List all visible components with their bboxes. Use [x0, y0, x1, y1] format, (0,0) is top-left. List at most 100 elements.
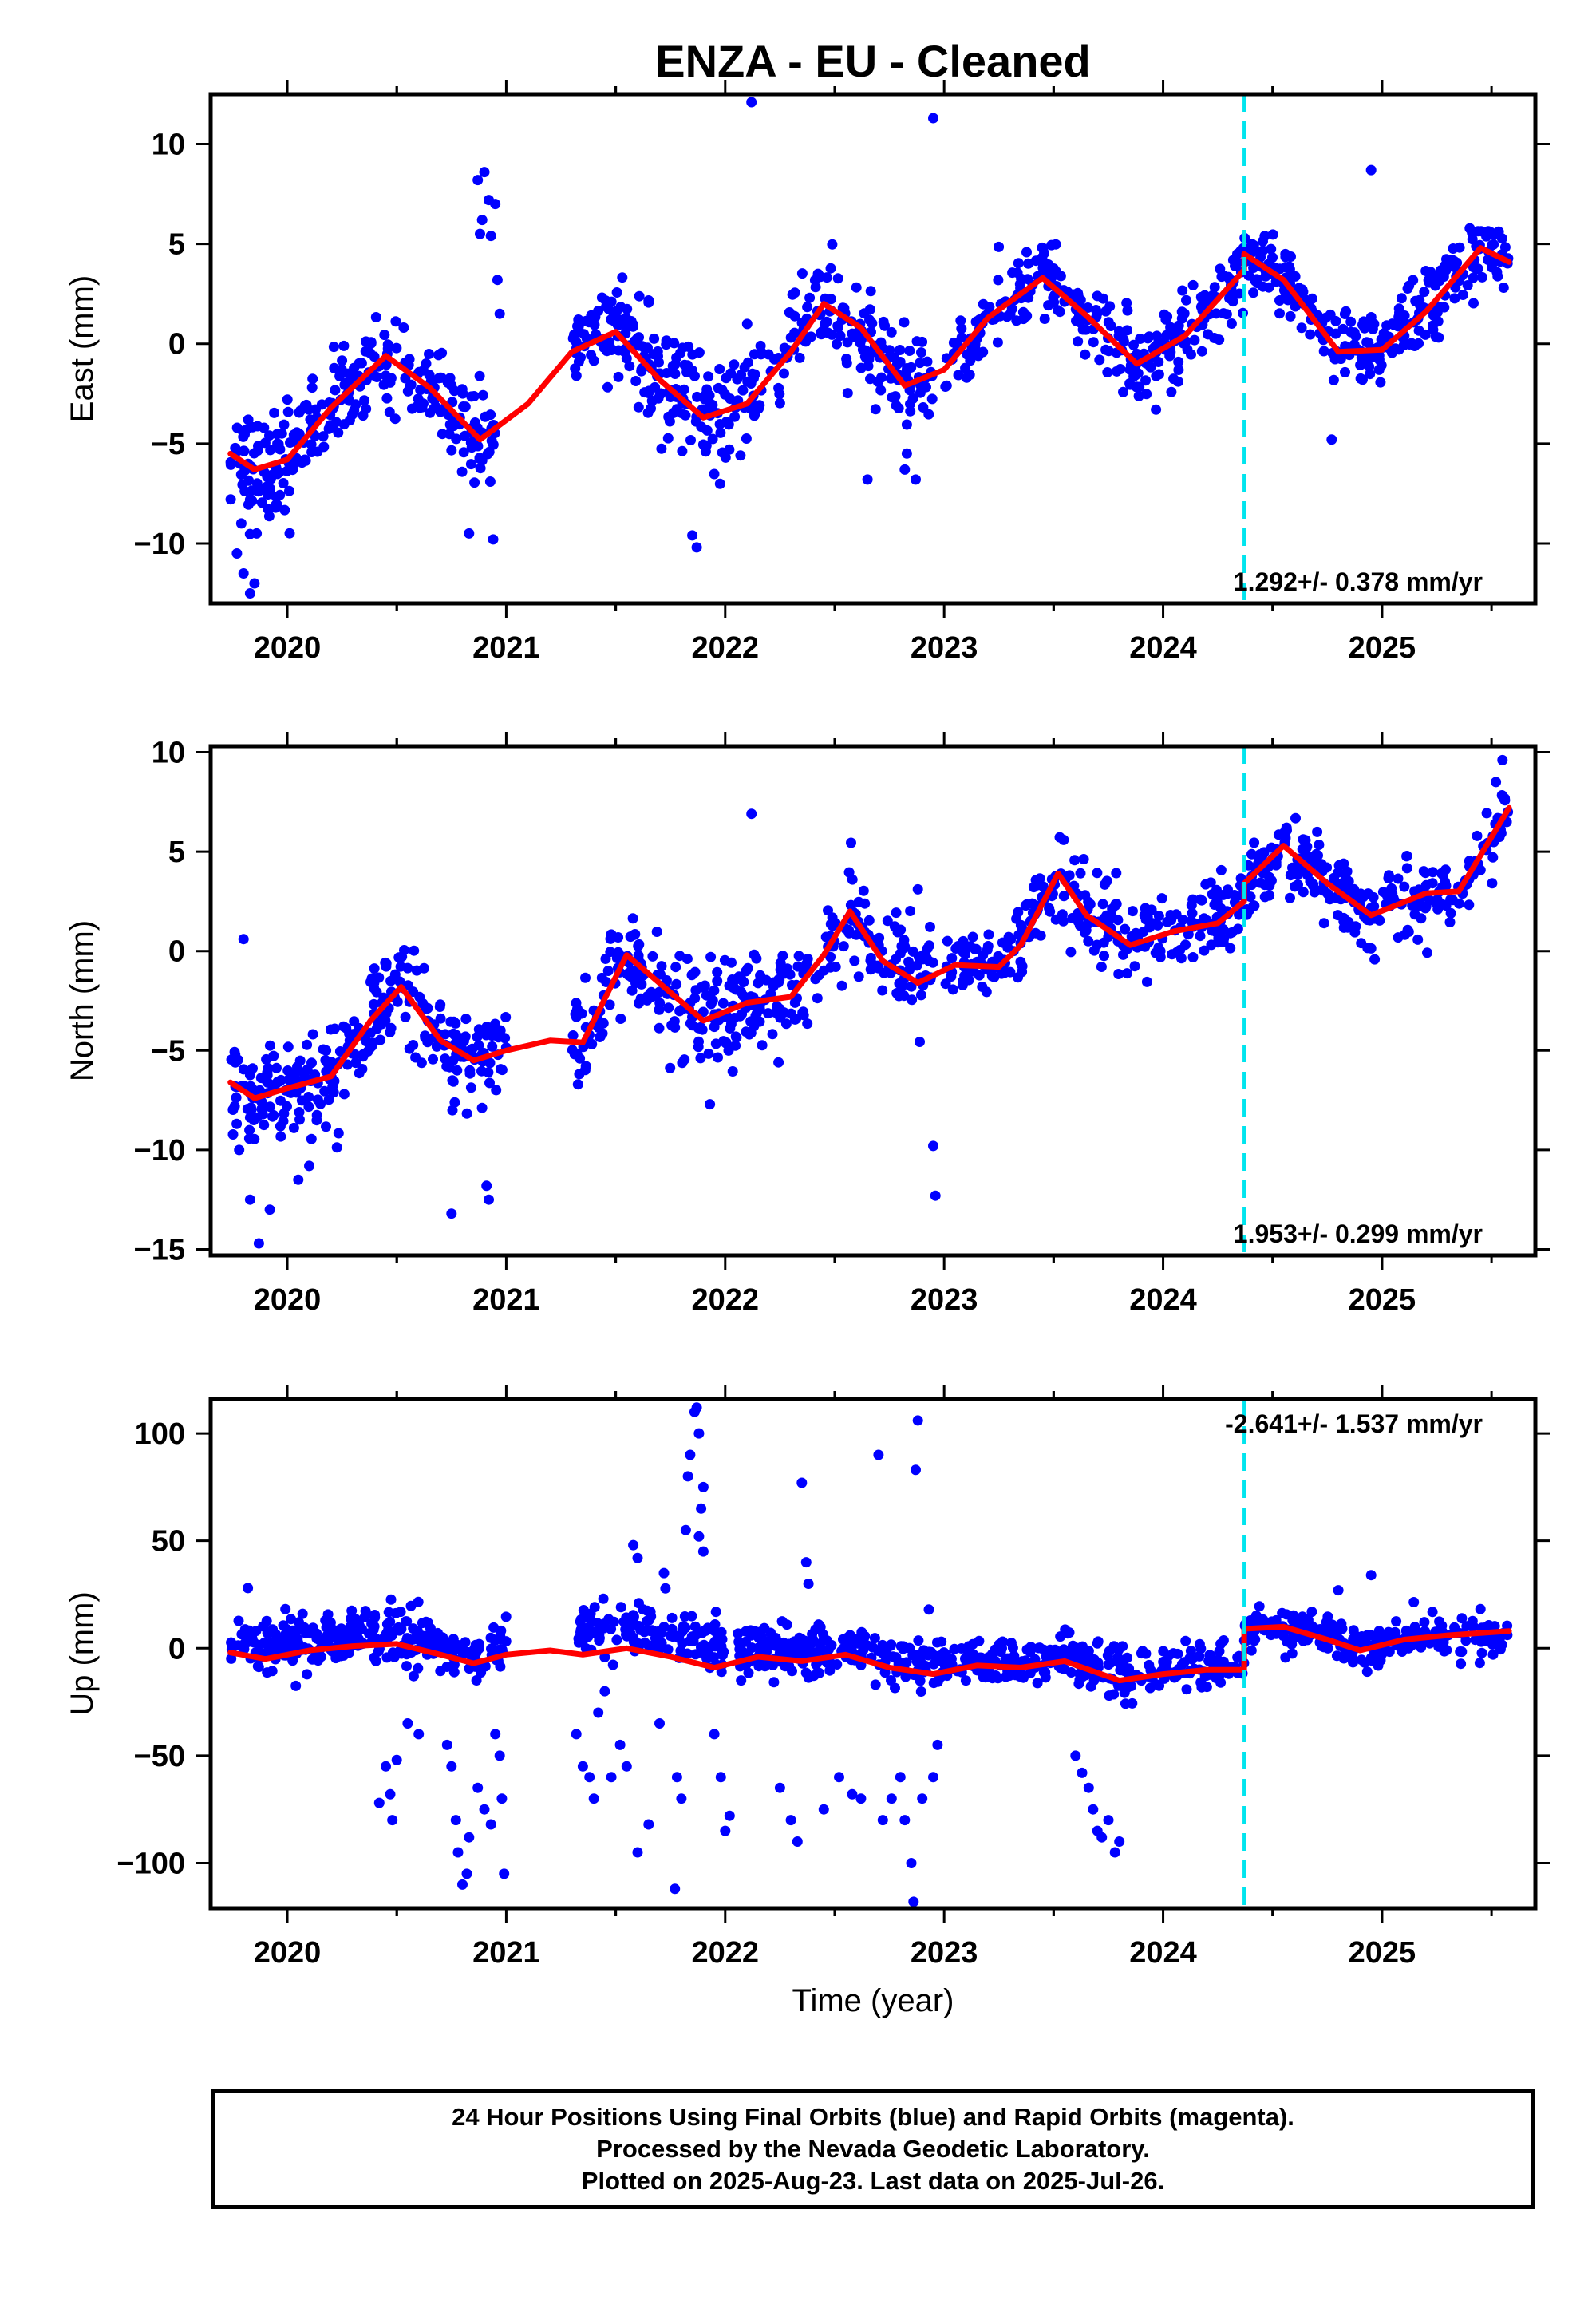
- north-point: [1495, 828, 1507, 839]
- up-point: [686, 1611, 697, 1622]
- north-x-tick-label: 2022: [692, 1283, 760, 1317]
- north-point: [491, 1085, 502, 1096]
- north-point: [915, 990, 926, 1001]
- north-point: [710, 1038, 721, 1049]
- east-point: [1266, 243, 1277, 255]
- north-point: [246, 1105, 257, 1115]
- up-point: [1266, 1616, 1278, 1627]
- up-outlier-point: [588, 1793, 599, 1804]
- east-point: [901, 448, 912, 459]
- north-point: [858, 885, 869, 896]
- up-x-tick-label: 2021: [472, 1936, 540, 1970]
- north-outlier-point: [234, 1144, 245, 1156]
- north-point: [1167, 949, 1178, 960]
- north-point: [1445, 907, 1456, 919]
- up-outlier-point: [911, 1464, 921, 1476]
- north-point: [572, 1079, 583, 1090]
- north-point: [264, 1101, 275, 1113]
- north-point: [709, 1022, 720, 1033]
- up-outlier-point: [697, 1546, 709, 1557]
- north-point: [435, 1013, 446, 1024]
- up-point: [1212, 1654, 1223, 1666]
- east-point: [291, 427, 302, 438]
- up-point: [1246, 1629, 1258, 1640]
- east-point: [442, 377, 453, 388]
- east-point: [690, 416, 701, 427]
- east-point: [804, 292, 816, 303]
- east-point: [271, 492, 282, 502]
- up-outlier-point: [800, 1557, 812, 1568]
- east-point: [1355, 359, 1366, 370]
- north-point: [1096, 962, 1107, 972]
- up-y-tick-label: 0: [168, 1632, 185, 1666]
- east-point: [870, 404, 881, 415]
- north-point: [677, 1057, 688, 1069]
- east-point: [670, 359, 681, 370]
- north-point: [487, 1041, 498, 1052]
- north-point: [947, 984, 958, 995]
- east-outlier-point: [492, 275, 503, 286]
- up-point: [1113, 1645, 1124, 1655]
- up-point: [294, 1617, 304, 1628]
- north-point: [1285, 870, 1296, 881]
- north-point: [229, 1046, 240, 1057]
- north-point: [726, 957, 737, 968]
- east-point: [1111, 366, 1122, 377]
- east-point: [773, 382, 784, 393]
- north-y-tick-label: −15: [134, 1234, 185, 1267]
- up-outlier-point: [682, 1471, 693, 1482]
- east-point: [1274, 308, 1285, 319]
- north-point: [647, 951, 658, 962]
- up-point: [870, 1679, 881, 1690]
- up-outlier-point: [908, 1896, 919, 1907]
- east-point: [1330, 328, 1341, 339]
- east-point: [1441, 254, 1452, 265]
- north-x-tick-label: 2021: [472, 1283, 540, 1317]
- up-point: [470, 1639, 481, 1650]
- east-point: [358, 410, 369, 421]
- east-point: [1367, 323, 1378, 334]
- north-point: [767, 1029, 778, 1040]
- east-point: [1218, 308, 1229, 319]
- east-point: [1105, 321, 1116, 331]
- up-outlier-point: [446, 1761, 457, 1772]
- north-point: [484, 1057, 496, 1069]
- north-y-tick-label: 10: [152, 736, 185, 769]
- north-point: [634, 998, 644, 1009]
- up-point: [1349, 1630, 1361, 1641]
- up-outlier-point: [1365, 1570, 1377, 1581]
- east-point: [1048, 292, 1059, 303]
- east-point: [661, 368, 672, 378]
- up-point: [1179, 1657, 1190, 1668]
- east-point: [287, 460, 298, 472]
- east-point: [678, 384, 689, 395]
- east-point: [465, 459, 476, 470]
- east-y-tick-label: −10: [134, 528, 185, 561]
- east-point: [617, 345, 628, 356]
- north-point: [1156, 893, 1167, 904]
- east-point: [404, 354, 415, 365]
- up-point: [424, 1635, 435, 1646]
- east-point: [1048, 263, 1059, 274]
- up-point: [253, 1662, 264, 1673]
- north-point: [1487, 852, 1499, 863]
- east-point: [922, 356, 933, 367]
- up-point: [381, 1627, 393, 1638]
- north-point: [460, 1014, 472, 1025]
- up-outlier-point: [877, 1815, 888, 1826]
- east-point: [339, 379, 350, 390]
- up-point: [941, 1657, 952, 1668]
- up-point: [975, 1654, 986, 1666]
- east-point: [1358, 316, 1369, 327]
- north-point: [613, 932, 624, 943]
- east-point: [737, 385, 749, 396]
- east-point: [1413, 325, 1424, 336]
- north-point: [838, 941, 849, 952]
- east-point: [1248, 263, 1259, 274]
- east-point: [692, 391, 702, 402]
- up-outlier-point: [472, 1782, 484, 1793]
- east-point: [701, 440, 712, 451]
- up-point: [907, 1650, 918, 1661]
- north-point: [329, 1023, 340, 1034]
- up-point: [1325, 1624, 1337, 1635]
